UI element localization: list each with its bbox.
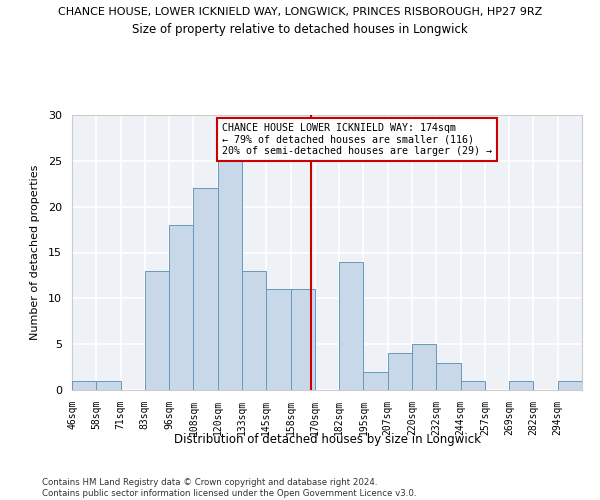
Bar <box>266 289 290 390</box>
Bar <box>436 362 461 390</box>
Bar <box>509 381 533 390</box>
Y-axis label: Number of detached properties: Number of detached properties <box>30 165 40 340</box>
Bar <box>290 289 315 390</box>
Text: CHANCE HOUSE LOWER ICKNIELD WAY: 174sqm
← 79% of detached houses are smaller (11: CHANCE HOUSE LOWER ICKNIELD WAY: 174sqm … <box>223 123 493 156</box>
Text: Size of property relative to detached houses in Longwick: Size of property relative to detached ho… <box>132 22 468 36</box>
Bar <box>96 381 121 390</box>
Bar <box>145 271 169 390</box>
Bar <box>339 262 364 390</box>
Text: Distribution of detached houses by size in Longwick: Distribution of detached houses by size … <box>173 432 481 446</box>
Bar <box>218 161 242 390</box>
Bar <box>388 354 412 390</box>
Bar <box>242 271 266 390</box>
Text: Contains HM Land Registry data © Crown copyright and database right 2024.
Contai: Contains HM Land Registry data © Crown c… <box>42 478 416 498</box>
Bar <box>72 381 96 390</box>
Bar <box>558 381 582 390</box>
Text: CHANCE HOUSE, LOWER ICKNIELD WAY, LONGWICK, PRINCES RISBOROUGH, HP27 9RZ: CHANCE HOUSE, LOWER ICKNIELD WAY, LONGWI… <box>58 8 542 18</box>
Bar <box>412 344 436 390</box>
Bar <box>364 372 388 390</box>
Bar <box>169 225 193 390</box>
Bar <box>193 188 218 390</box>
Bar <box>461 381 485 390</box>
